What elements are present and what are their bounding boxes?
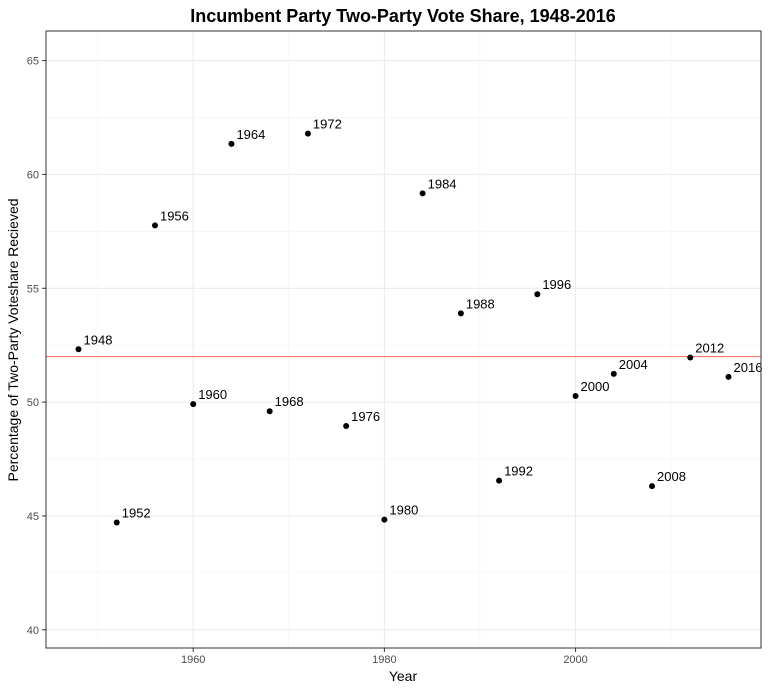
data-point	[496, 477, 503, 484]
data-point	[266, 408, 273, 415]
x-axis-ticks: 1960 1980 2000	[181, 648, 588, 666]
data-point	[610, 370, 617, 377]
data-point-label: 1948	[84, 332, 113, 347]
data-point	[572, 392, 579, 399]
data-point-label: 1968	[275, 394, 304, 409]
data-point-label: 2016	[734, 360, 763, 375]
y-tick-label: 55	[27, 283, 39, 295]
data-point	[228, 140, 235, 147]
data-point-labels: 1948 1952 1956 1960 1964 1968 1972 1976 1980 1984…	[84, 117, 763, 521]
data-point-label: 1980	[389, 503, 418, 518]
minor-gridlines	[46, 31, 761, 648]
data-point	[113, 519, 120, 526]
panel-border	[45, 30, 762, 649]
data-point-label: 1972	[313, 117, 342, 132]
data-points	[75, 130, 732, 526]
x-axis-title: Year	[389, 668, 418, 684]
chart-title: Incumbent Party Two-Party Vote Share, 19…	[190, 6, 616, 26]
data-point-label: 1952	[122, 506, 151, 521]
y-tick-label: 45	[27, 511, 39, 523]
major-gridlines	[46, 31, 761, 648]
data-point	[725, 373, 732, 380]
x-tick-label: 2000	[563, 654, 587, 666]
y-tick-label: 50	[27, 397, 39, 409]
x-tick-label: 1960	[181, 654, 205, 666]
x-tick-label: 1980	[372, 654, 396, 666]
data-point	[534, 291, 541, 298]
y-tick-label: 60	[27, 169, 39, 181]
y-axis-title: Percentage of Two-Party Voteshare Reciev…	[5, 198, 21, 481]
data-point-label: 2004	[619, 357, 648, 372]
data-point-label: 1960	[198, 387, 227, 402]
data-point	[75, 346, 82, 353]
data-point-label: 1956	[160, 208, 189, 223]
data-point-label: 1964	[236, 127, 265, 142]
data-point	[151, 222, 158, 229]
data-point	[687, 354, 694, 361]
data-point	[419, 190, 426, 197]
data-point-label: 1996	[542, 277, 571, 292]
data-point-label: 1992	[504, 464, 533, 479]
y-tick-label: 65	[27, 56, 39, 68]
data-point	[649, 483, 656, 490]
data-point-label: 1976	[351, 409, 380, 424]
y-axis-ticks: 40 45 50 55 60 65	[27, 56, 46, 637]
data-point-label: 2000	[581, 379, 610, 394]
data-point-label: 2008	[657, 469, 686, 484]
data-point	[304, 130, 311, 137]
y-tick-label: 40	[27, 625, 39, 637]
data-point	[343, 423, 350, 430]
data-point	[381, 516, 388, 523]
data-point-label: 1984	[428, 176, 457, 191]
data-point-label: 2012	[695, 340, 724, 355]
data-point-label: 1988	[466, 296, 495, 311]
data-point	[457, 310, 464, 317]
data-point	[190, 401, 197, 408]
